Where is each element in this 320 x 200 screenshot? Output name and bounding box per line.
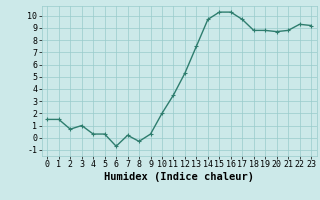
X-axis label: Humidex (Indice chaleur): Humidex (Indice chaleur)	[104, 172, 254, 182]
